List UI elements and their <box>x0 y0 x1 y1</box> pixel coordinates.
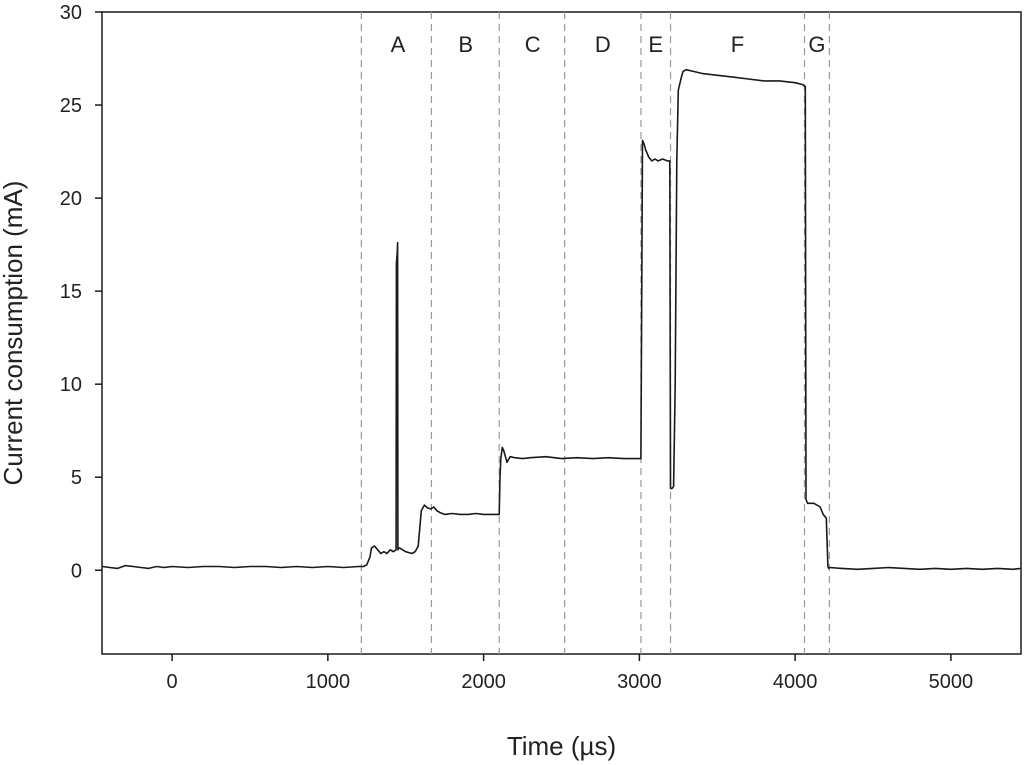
phase-label-c: C <box>525 32 541 57</box>
phase-label-b: B <box>458 32 473 57</box>
y-tick-label: 0 <box>71 560 82 582</box>
phase-label-f: F <box>731 32 744 57</box>
plot-frame <box>101 11 1022 655</box>
y-axis-title: Current consumption (mA) <box>0 181 28 486</box>
y-tick-label: 5 <box>71 467 82 489</box>
phase-label-d: D <box>595 32 611 57</box>
x-tick-label: 2000 <box>461 671 506 693</box>
current-trace <box>101 68 1022 571</box>
x-axis-title: Time (µs) <box>507 731 616 761</box>
y-tick-label: 30 <box>60 2 82 24</box>
phase-labels: A B C D E F G <box>391 32 826 57</box>
y-tick-label: 10 <box>60 374 82 396</box>
y-tick-label: 25 <box>60 95 82 117</box>
y-axis: 0 5 10 15 20 25 30 <box>60 2 102 582</box>
x-axis: 0 1000 2000 3000 4000 5000 <box>167 654 974 693</box>
plot-area: A B C D E F G <box>101 11 1022 655</box>
phase-dividers <box>360 12 831 654</box>
phase-label-g: G <box>808 32 825 57</box>
x-tick-label: 1000 <box>306 671 351 693</box>
y-tick-label: 20 <box>60 188 82 210</box>
phase-label-e: E <box>648 32 663 57</box>
x-tick-label: 0 <box>167 671 178 693</box>
x-tick-label: 4000 <box>773 671 818 693</box>
x-tick-label: 5000 <box>929 671 974 693</box>
phase-label-a: A <box>391 32 406 57</box>
x-tick-label: 3000 <box>617 671 662 693</box>
y-tick-label: 15 <box>60 281 82 303</box>
